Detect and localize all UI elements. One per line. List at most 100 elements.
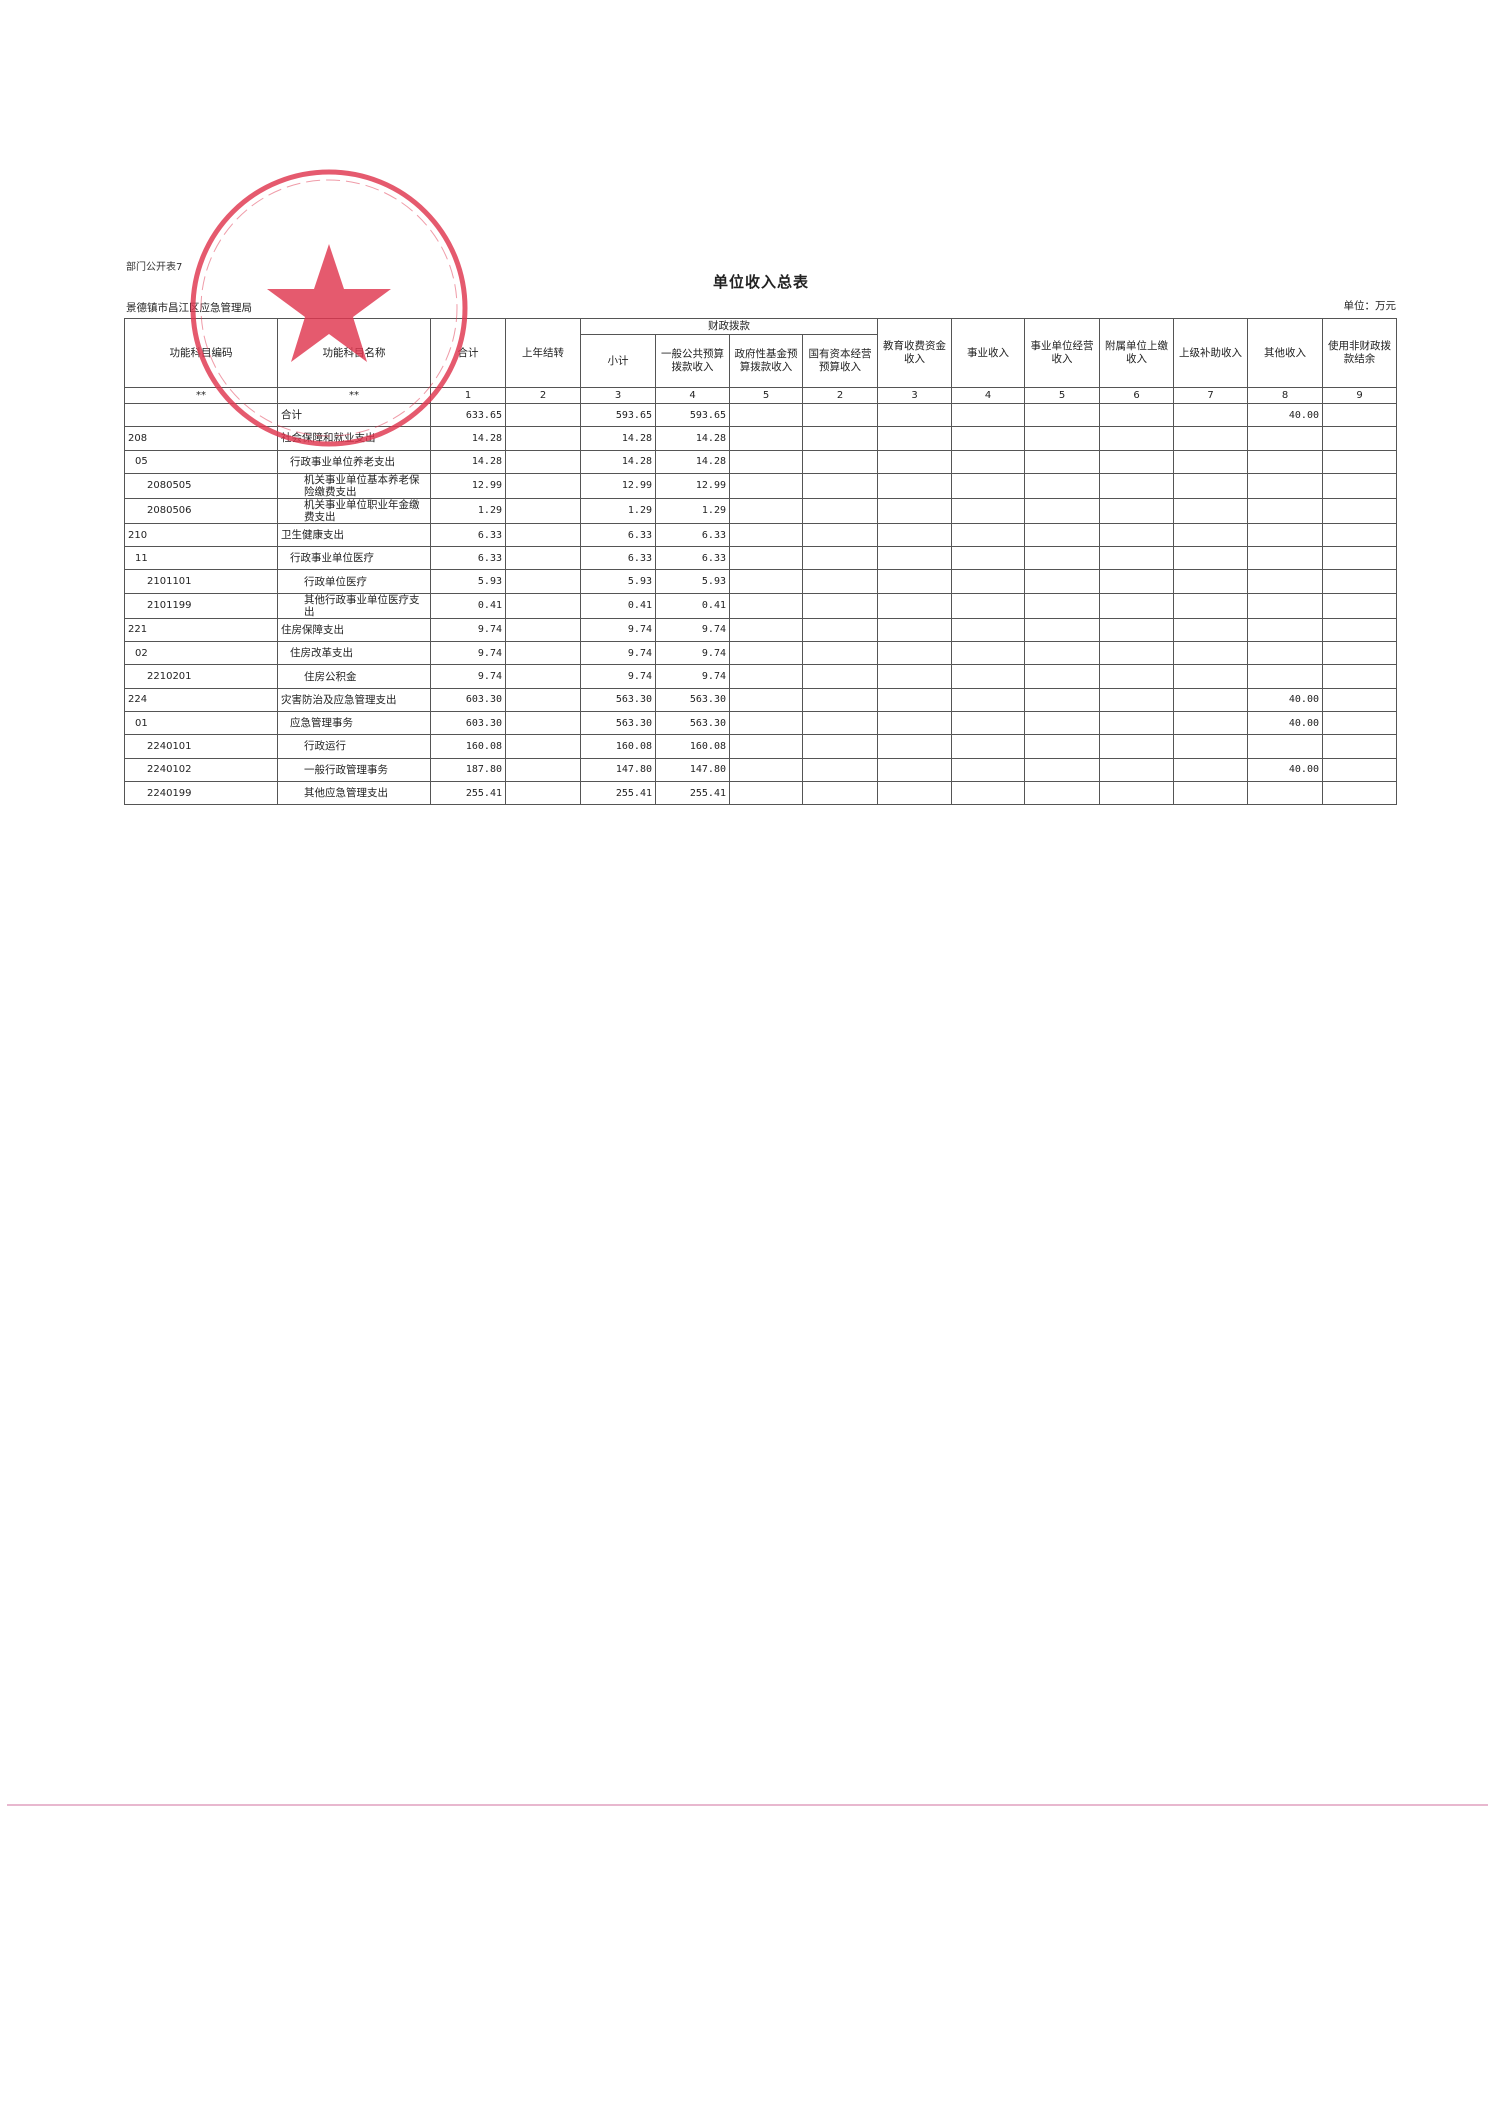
row-value — [802, 402, 878, 428]
column-index: 2 — [505, 387, 581, 404]
column-index: 2 — [802, 387, 878, 404]
row-value — [505, 757, 581, 782]
table-row: 208 社会保障和就业支出 14.28 14.28 14.28 — [124, 426, 1397, 451]
row-value — [1247, 569, 1323, 594]
row-value — [1099, 687, 1174, 712]
row-value — [1322, 497, 1397, 524]
row-value — [1173, 710, 1248, 736]
row-value — [877, 449, 952, 474]
row-value — [1024, 780, 1100, 806]
row-value — [1322, 569, 1397, 594]
row-value: 40.00 — [1247, 402, 1323, 428]
row-value — [1247, 664, 1323, 689]
row-code: 224 — [124, 687, 278, 712]
row-code: 02 — [124, 641, 278, 666]
row-code: 2080505 — [124, 472, 278, 499]
column-index: 9 — [1322, 387, 1397, 404]
row-value — [729, 617, 803, 643]
row-name: 住房改革支出 — [277, 641, 431, 666]
row-value — [1322, 472, 1397, 499]
row-value: 12.99 — [580, 472, 656, 499]
row-name: 机关事业单位职业年金缴费支出 — [277, 497, 431, 524]
row-value — [877, 497, 952, 524]
row-value: 0.41 — [430, 592, 506, 619]
row-value — [505, 780, 581, 806]
row-value — [877, 472, 952, 499]
row-value: 14.28 — [580, 426, 656, 451]
row-value — [1099, 569, 1174, 594]
row-value — [1099, 592, 1174, 619]
header-edu-fee: 教育收费资金收入 — [877, 318, 952, 388]
table-row: 02 住房改革支出 9.74 9.74 9.74 — [124, 641, 1397, 666]
row-name: 灾害防治及应急管理支出 — [277, 687, 431, 712]
row-name: 社会保障和就业支出 — [277, 426, 431, 451]
column-index: 5 — [1024, 387, 1100, 404]
row-value — [1099, 780, 1174, 806]
row-value — [1099, 664, 1174, 689]
row-value — [729, 641, 803, 666]
column-index: 4 — [655, 387, 730, 404]
row-value: 633.65 — [430, 402, 506, 428]
row-value — [877, 687, 952, 712]
row-value — [1024, 546, 1100, 571]
row-value: 1.29 — [430, 497, 506, 524]
row-value — [877, 734, 952, 759]
row-value: 563.30 — [580, 710, 656, 736]
row-value — [877, 641, 952, 666]
row-value — [877, 569, 952, 594]
row-name: 行政事业单位养老支出 — [277, 449, 431, 474]
row-value: 40.00 — [1247, 710, 1323, 736]
row-value: 12.99 — [430, 472, 506, 499]
row-value: 1.29 — [655, 497, 730, 524]
row-value — [1247, 449, 1323, 474]
row-value — [505, 664, 581, 689]
row-value — [1173, 664, 1248, 689]
row-value: 5.93 — [655, 569, 730, 594]
row-name: 行政单位医疗 — [277, 569, 431, 594]
row-value — [1173, 522, 1248, 548]
header-higher-subsidy: 上级补助收入 — [1173, 318, 1248, 388]
row-value: 563.30 — [580, 687, 656, 712]
column-index: 1 — [430, 387, 506, 404]
column-index-row: ** ** 1 2 3 4 5 2 3 4 5 6 7 8 9 — [124, 387, 1397, 404]
column-index: 6 — [1099, 387, 1174, 404]
row-value — [1247, 426, 1323, 451]
row-value — [1322, 710, 1397, 736]
row-value — [1322, 687, 1397, 712]
row-value — [802, 734, 878, 759]
row-value — [1024, 687, 1100, 712]
row-value — [505, 617, 581, 643]
row-value — [1024, 617, 1100, 643]
row-value — [1024, 472, 1100, 499]
row-value — [505, 546, 581, 571]
row-value — [1024, 569, 1100, 594]
row-value — [877, 664, 952, 689]
row-value — [729, 426, 803, 451]
row-name: 其他行政事业单位医疗支出 — [277, 592, 431, 619]
row-value: 14.28 — [430, 426, 506, 451]
row-value: 593.65 — [655, 402, 730, 428]
row-value — [1173, 641, 1248, 666]
row-value — [951, 734, 1025, 759]
header-nonfiscal-balance: 使用非财政拨款结余 — [1322, 318, 1397, 388]
row-name: 卫生健康支出 — [277, 522, 431, 548]
row-code: 2240101 — [124, 734, 278, 759]
row-code: 11 — [124, 546, 278, 571]
row-value: 1.29 — [580, 497, 656, 524]
header-state-capital: 国有资本经营预算收入 — [802, 334, 878, 388]
row-value — [951, 472, 1025, 499]
row-value — [729, 734, 803, 759]
row-value — [1099, 426, 1174, 451]
row-value — [1173, 546, 1248, 571]
table-row: 2080506 机关事业单位职业年金缴费支出 1.29 1.29 1.29 — [124, 497, 1397, 524]
header-other: 其他收入 — [1247, 318, 1323, 388]
row-value — [1173, 780, 1248, 806]
row-value — [505, 522, 581, 548]
row-value — [802, 472, 878, 499]
row-value — [802, 687, 878, 712]
row-value — [505, 449, 581, 474]
page-divider — [7, 1804, 1488, 1806]
row-name: 应急管理事务 — [277, 710, 431, 736]
column-index: 7 — [1173, 387, 1248, 404]
row-value — [1099, 449, 1174, 474]
